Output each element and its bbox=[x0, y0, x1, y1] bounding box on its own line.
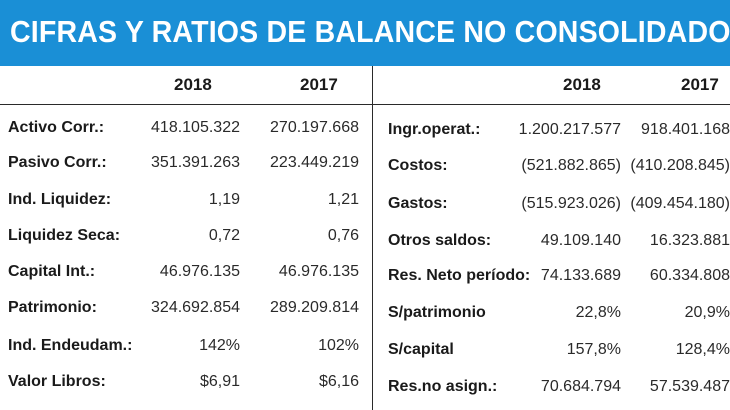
row-label: S/patrimonio bbox=[388, 304, 486, 321]
value-2017: 223.449.219 bbox=[270, 154, 359, 171]
left-table-header: 2018 2017 bbox=[0, 66, 372, 105]
value-2017: 20,9% bbox=[684, 304, 730, 321]
value-2017: 60.334.808 bbox=[649, 267, 730, 284]
value-2018: 1.200.217.577 bbox=[518, 121, 621, 138]
table-row: Res. Neto período: 74.133.689 60.334.808 bbox=[373, 262, 730, 292]
table-row: Capital Int.: 46.976.135 46.976.135 bbox=[0, 258, 372, 288]
value-2018: 22,8% bbox=[575, 304, 621, 321]
table-row: Ind. Endeudam.: 142% 102% bbox=[0, 332, 372, 362]
table-row: Valor Libros: $6,91 $6,16 bbox=[0, 368, 372, 398]
table-row: Res.no asign.: 70.684.794 57.539.487 bbox=[373, 373, 730, 403]
left-header-2018: 2018 bbox=[174, 75, 212, 94]
value-2017: 16.323.881 bbox=[649, 232, 730, 249]
row-label: Liquidez Seca: bbox=[8, 227, 121, 244]
value-2017: $6,16 bbox=[318, 373, 359, 390]
value-2017: (410.208.845) bbox=[630, 157, 730, 174]
table-row: Activo Corr.: 418.105.322 270.197.668 bbox=[0, 114, 372, 144]
table-row: Gastos: (515.923.026) (409.454.180) bbox=[373, 190, 730, 220]
left-table: 2018 2017 Activo Corr.: 418.105.322 270.19… bbox=[0, 66, 372, 410]
value-2017: 46.976.135 bbox=[278, 263, 359, 280]
value-2018: 157,8% bbox=[566, 341, 621, 358]
value-2017: 270.197.668 bbox=[270, 119, 359, 136]
row-label: Patrimonio: bbox=[8, 299, 97, 316]
left-header-2017: 2017 bbox=[300, 75, 338, 94]
row-label: Gastos: bbox=[388, 195, 448, 212]
table-row: Costos: (521.882.865) (410.208.845) bbox=[373, 152, 730, 182]
table-row: Ind. Liquidez: 1,19 1,21 bbox=[0, 186, 372, 216]
table-row: Patrimonio: 324.692.854 289.209.814 bbox=[0, 294, 372, 324]
value-2018: (515.923.026) bbox=[521, 195, 621, 212]
row-label: Ingr.operat.: bbox=[388, 121, 481, 138]
value-2018: (521.882.865) bbox=[521, 157, 621, 174]
right-table: 2018 2017 Ingr.operat.: 1.200.217.577 918.… bbox=[372, 66, 730, 410]
value-2018: 142% bbox=[199, 337, 240, 354]
value-2018: 74.133.689 bbox=[540, 267, 621, 284]
value-2018: 70.684.794 bbox=[540, 378, 621, 395]
value-2017: 102% bbox=[318, 337, 359, 354]
value-2017: 918.401.168 bbox=[641, 121, 730, 138]
table-row: Liquidez Seca: 0,72 0,76 bbox=[0, 222, 372, 252]
value-2018: 324.692.854 bbox=[151, 299, 240, 316]
row-label: Costos: bbox=[388, 157, 448, 174]
value-2017: 289.209.814 bbox=[270, 299, 359, 316]
title-banner: CIFRAS Y RATIOS DE BALANCE NO CONSOLIDAD… bbox=[0, 0, 730, 66]
row-label: Ind. Endeudam.: bbox=[8, 337, 133, 354]
row-label: Pasivo Corr.: bbox=[8, 154, 107, 171]
right-header-2017: 2017 bbox=[681, 75, 719, 94]
right-header-2018: 2018 bbox=[563, 75, 601, 94]
value-2018: 418.105.322 bbox=[151, 119, 240, 136]
value-2018: 351.391.263 bbox=[151, 154, 240, 171]
table-row: S/patrimonio 22,8% 20,9% bbox=[373, 299, 730, 329]
row-label: Activo Corr.: bbox=[8, 119, 105, 136]
row-label: Otros saldos: bbox=[388, 232, 492, 249]
table-row: Pasivo Corr.: 351.391.263 223.449.219 bbox=[0, 149, 372, 179]
row-label: Ind. Liquidez: bbox=[8, 191, 112, 208]
page-title: CIFRAS Y RATIOS DE BALANCE NO CONSOLIDAD… bbox=[10, 14, 730, 49]
value-2017: 128,4% bbox=[675, 341, 730, 358]
right-table-header: 2018 2017 bbox=[373, 66, 730, 105]
value-2017: (409.454.180) bbox=[630, 195, 730, 212]
value-2018: 1,19 bbox=[208, 191, 240, 208]
table-row: Otros saldos: 49.109.140 16.323.881 bbox=[373, 227, 730, 257]
value-2017: 57.539.487 bbox=[649, 378, 730, 395]
value-2017: 0,76 bbox=[327, 227, 359, 244]
row-label: Res. Neto período: bbox=[388, 267, 531, 284]
row-label: S/capital bbox=[388, 341, 454, 358]
row-label: Valor Libros: bbox=[8, 373, 106, 390]
table-row: Ingr.operat.: 1.200.217.577 918.401.168 bbox=[373, 116, 730, 146]
value-2018: $6,91 bbox=[199, 373, 240, 390]
value-2018: 49.109.140 bbox=[540, 232, 621, 249]
value-2018: 46.976.135 bbox=[159, 263, 240, 280]
value-2017: 1,21 bbox=[327, 191, 359, 208]
row-label: Res.no asign.: bbox=[388, 378, 498, 395]
row-label: Capital Int.: bbox=[8, 263, 96, 280]
table-row: S/capital 157,8% 128,4% bbox=[373, 336, 730, 366]
value-2018: 0,72 bbox=[208, 227, 240, 244]
